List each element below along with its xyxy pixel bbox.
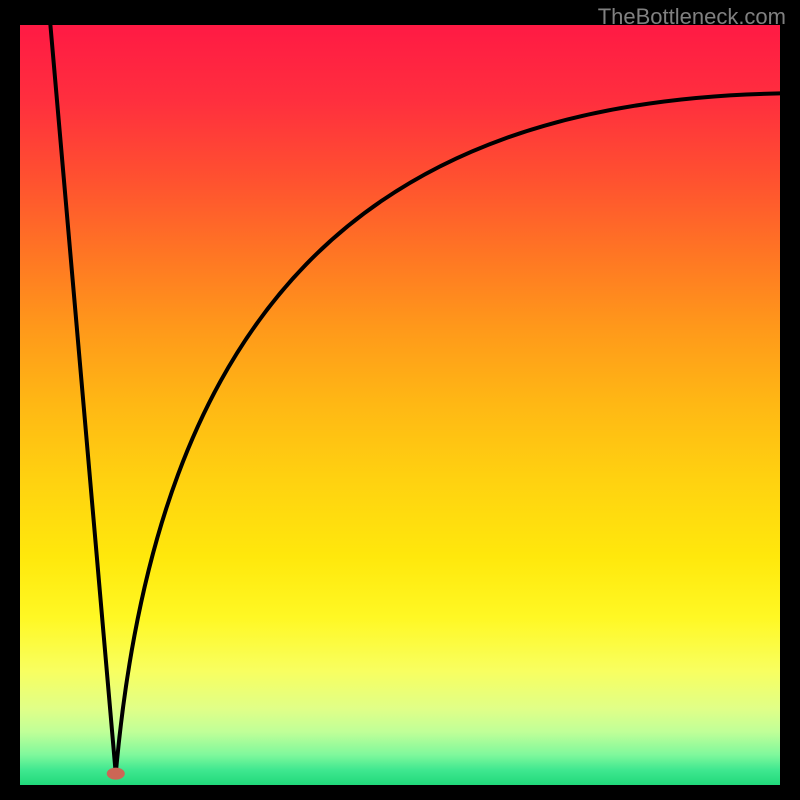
bottleneck-curve [50,25,780,774]
minimum-marker [107,768,125,780]
chart-container: TheBottleneck.com [0,0,800,800]
watermark-label: TheBottleneck.com [598,4,786,30]
curve-layer [0,0,800,800]
